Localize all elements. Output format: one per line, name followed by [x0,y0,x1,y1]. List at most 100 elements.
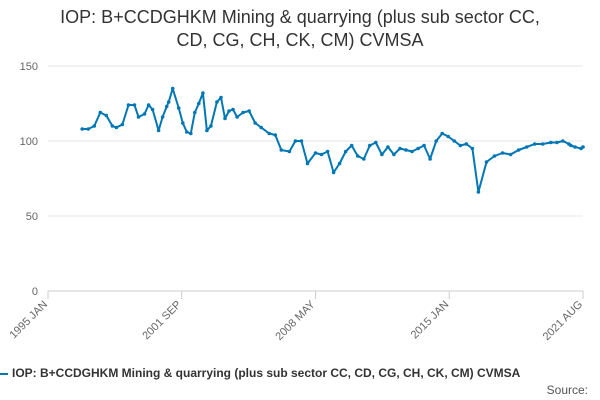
data-point [446,134,451,139]
x-tick-label: 2015 JAN [409,299,452,342]
chart-title-line-2: CD, CG, CH, CK, CM) CVMSA [176,30,424,50]
data-point [581,145,585,149]
data-point [132,103,137,107]
data-point [267,131,272,136]
data-point [541,142,545,146]
series-line [81,87,584,193]
chart-title-line-1: IOP: B+CCDGHKM Mining & quarrying (plus … [60,7,540,27]
chart-title: IOP: B+CCDGHKM Mining & quarrying (plus … [0,6,600,52]
data-point [142,112,147,116]
data-point [440,131,445,136]
data-point [80,127,84,131]
data-point [273,133,278,137]
data-point [305,161,310,166]
data-point [476,190,481,194]
data-point [380,152,384,157]
data-point [247,109,251,113]
data-point [293,139,298,143]
data-point [235,115,239,119]
data-point [464,142,469,146]
data-point [114,125,119,130]
data-point [349,143,354,148]
data-point [241,110,245,115]
data-point [223,116,227,121]
data-point [231,107,235,112]
y-tick-label: 150 [20,61,38,73]
data-point [279,148,284,152]
data-point [126,103,131,107]
data-point [492,154,497,158]
data-point [120,122,125,127]
data-point [337,161,342,166]
source-label: Source: [546,383,588,397]
data-point [549,140,553,145]
data-point [508,152,513,157]
data-point [205,128,209,133]
data-point [392,152,396,157]
data-point [428,157,432,161]
legend-label: IOP: B+CCDGHKM Mining & quarrying (plus … [12,366,521,380]
data-point [470,146,475,151]
data-point [176,106,181,110]
data-point [287,149,292,154]
data-point [532,142,537,146]
data-point [92,124,97,128]
data-point [416,146,420,151]
y-tick-label: 0 [32,286,38,298]
data-point [516,148,521,152]
data-point [185,130,189,134]
data-point [410,149,414,154]
data-point [386,145,390,149]
data-point [458,143,463,148]
data-point [160,115,165,119]
data-point [555,140,559,145]
data-point [319,152,324,157]
data-point [434,139,439,143]
data-point [374,140,378,145]
data-point [569,143,573,148]
data-point [166,100,171,104]
series-layer [80,86,585,194]
data-point [398,146,402,151]
data-point [209,124,213,128]
data-point [98,110,103,115]
x-tick-label: 1995 JAN [7,299,50,342]
x-axis: 1995 JAN 2001 SEP 2008 MAY 2015 JAN 2021 AUG [7,291,585,343]
y-axis-ticks: 0 50 100 150 [20,61,38,298]
x-tick-label: 2021 AUG [541,299,585,343]
data-point [355,154,360,158]
data-point [193,110,197,115]
data-point [500,151,505,155]
data-point [164,104,169,109]
data-point [219,95,223,100]
data-point [362,157,366,161]
data-point [110,124,115,128]
data-point [404,148,408,152]
data-point [313,151,318,155]
x-tick-label: 2001 SEP [140,299,184,343]
legend-swatch [0,372,8,375]
data-point [343,149,348,154]
legend[interactable]: IOP: B+CCDGHKM Mining & quarrying (plus … [0,366,600,384]
data-point [259,125,264,130]
data-point [136,115,141,119]
data-point [422,143,426,148]
data-point [150,107,155,112]
data-point [452,139,457,143]
data-point [197,101,201,106]
data-point [215,100,219,104]
data-point [331,170,336,175]
data-point [189,131,193,136]
data-point [368,143,372,148]
data-point [561,139,565,143]
data-point [299,139,304,143]
data-point [325,149,330,154]
y-tick-label: 100 [20,136,38,148]
data-point [524,145,529,149]
x-tick-label: 2008 MAY [273,298,318,343]
data-point [181,121,185,125]
data-point [146,103,151,107]
data-point [201,91,205,95]
data-point [253,121,257,125]
